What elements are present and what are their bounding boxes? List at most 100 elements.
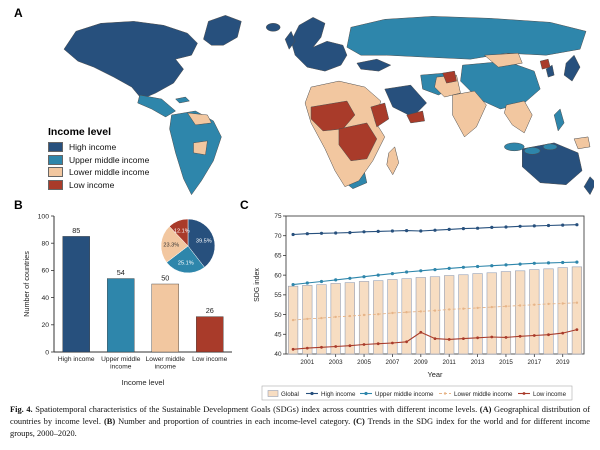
region-caribbean (175, 96, 190, 104)
bar-2 (151, 283, 179, 353)
caption-bold: (A) (479, 405, 492, 414)
x-tick-label: High income (58, 356, 95, 363)
pie-slice-2 (160, 226, 189, 263)
marker (305, 281, 309, 285)
region-indonesia-3 (542, 143, 558, 151)
marker (546, 261, 551, 265)
marker (575, 301, 579, 304)
legend-label: Lower middle income (69, 167, 150, 177)
marker (405, 340, 408, 344)
region-mexico-central-america (137, 94, 176, 118)
region-greenland (203, 15, 242, 46)
marker (490, 225, 494, 229)
marker (305, 346, 309, 350)
global-bar-2009 (415, 277, 426, 355)
y-axis-title: SDG index (254, 268, 261, 302)
caption-text: Trends in the SDG index for the world an… (10, 416, 591, 438)
marker (362, 230, 366, 234)
marker (405, 270, 409, 274)
marker (447, 338, 451, 341)
x-tick-label: Lower middle (146, 356, 186, 363)
marker (476, 336, 479, 340)
legend-swatch-global (267, 390, 279, 397)
pie-label: 39.5% (196, 239, 212, 245)
marker (447, 266, 451, 270)
pie-slice-1 (166, 245, 205, 274)
legend-label: Upper middle income (375, 391, 434, 398)
x-tick-label: 2011 (443, 359, 457, 366)
marker (433, 337, 437, 340)
x-tick-label: 2019 (556, 359, 570, 366)
marker (390, 272, 394, 276)
x-tick-label: 2009 (414, 359, 428, 366)
legend-label: High income (321, 391, 356, 398)
global-bar-2004 (344, 282, 355, 355)
marker (476, 226, 480, 230)
marker (518, 224, 522, 228)
marker (334, 315, 337, 319)
bar-3 (196, 316, 224, 353)
y-tick-label: 40 (274, 351, 282, 358)
x-tick-label: 2007 (386, 359, 400, 366)
marker (419, 330, 423, 334)
global-bar-2007 (387, 279, 398, 355)
legend-swatch (48, 167, 63, 177)
map-legend-items: High income Upper middle income Lower midd… (48, 142, 149, 190)
marker (433, 268, 437, 272)
marker (532, 224, 536, 228)
marker (461, 227, 465, 231)
y-tick-label: 50 (274, 312, 282, 319)
global-bar-2003 (330, 283, 341, 355)
marker (291, 347, 295, 351)
region-north-korea (539, 58, 551, 70)
caption-text: Number and proportion of countries in ea… (115, 416, 354, 426)
region-europe (290, 17, 348, 72)
legend-marker (443, 392, 447, 395)
marker (575, 223, 579, 227)
global-bar-2002 (316, 284, 327, 355)
marker (533, 303, 536, 306)
marker (362, 275, 366, 279)
legend-marker (522, 392, 526, 395)
region-indonesia-2 (524, 147, 541, 155)
marker (433, 228, 437, 232)
bar-0 (62, 236, 90, 353)
marker (476, 264, 480, 269)
y-tick-label: 100 (38, 213, 50, 220)
marker (532, 261, 536, 265)
pie-label: 12.1% (174, 228, 190, 234)
marker (518, 304, 522, 307)
marker (319, 279, 324, 284)
global-bar-2017 (529, 269, 540, 355)
x-tick-label: 2001 (300, 359, 314, 366)
region-indonesia-1 (504, 142, 525, 152)
y-tick-label: 55 (274, 292, 282, 299)
marker (390, 229, 394, 233)
global-bar-2016 (515, 270, 526, 355)
global-bar-2015 (500, 271, 512, 355)
world-map (63, 15, 594, 195)
caption-bold: (B) (103, 416, 116, 426)
caption-bold: (C) (353, 416, 365, 426)
panel-c-label: C (240, 198, 249, 212)
marker (334, 231, 338, 235)
marker (291, 283, 295, 287)
marker (547, 333, 550, 337)
y-tick-label: 40 (41, 295, 49, 302)
region-mongolia (484, 52, 523, 68)
x-tick-label: 2003 (329, 359, 343, 366)
x-tick-label: Low income (192, 356, 228, 363)
x-tick-label: 2013 (471, 359, 485, 366)
marker (518, 262, 522, 266)
caption-bold: Fig. 4. (10, 405, 33, 414)
legend-item-0: High income (48, 142, 149, 152)
x-tick-label: 2015 (499, 359, 513, 366)
y-tick-label: 45 (274, 331, 282, 338)
legend-item-1: Upper middle income (48, 154, 149, 165)
global-bar-2008 (401, 278, 412, 355)
legend-label: High income (69, 142, 117, 152)
global-bar-2020 (571, 266, 583, 355)
bar-value-label: 85 (72, 226, 80, 235)
